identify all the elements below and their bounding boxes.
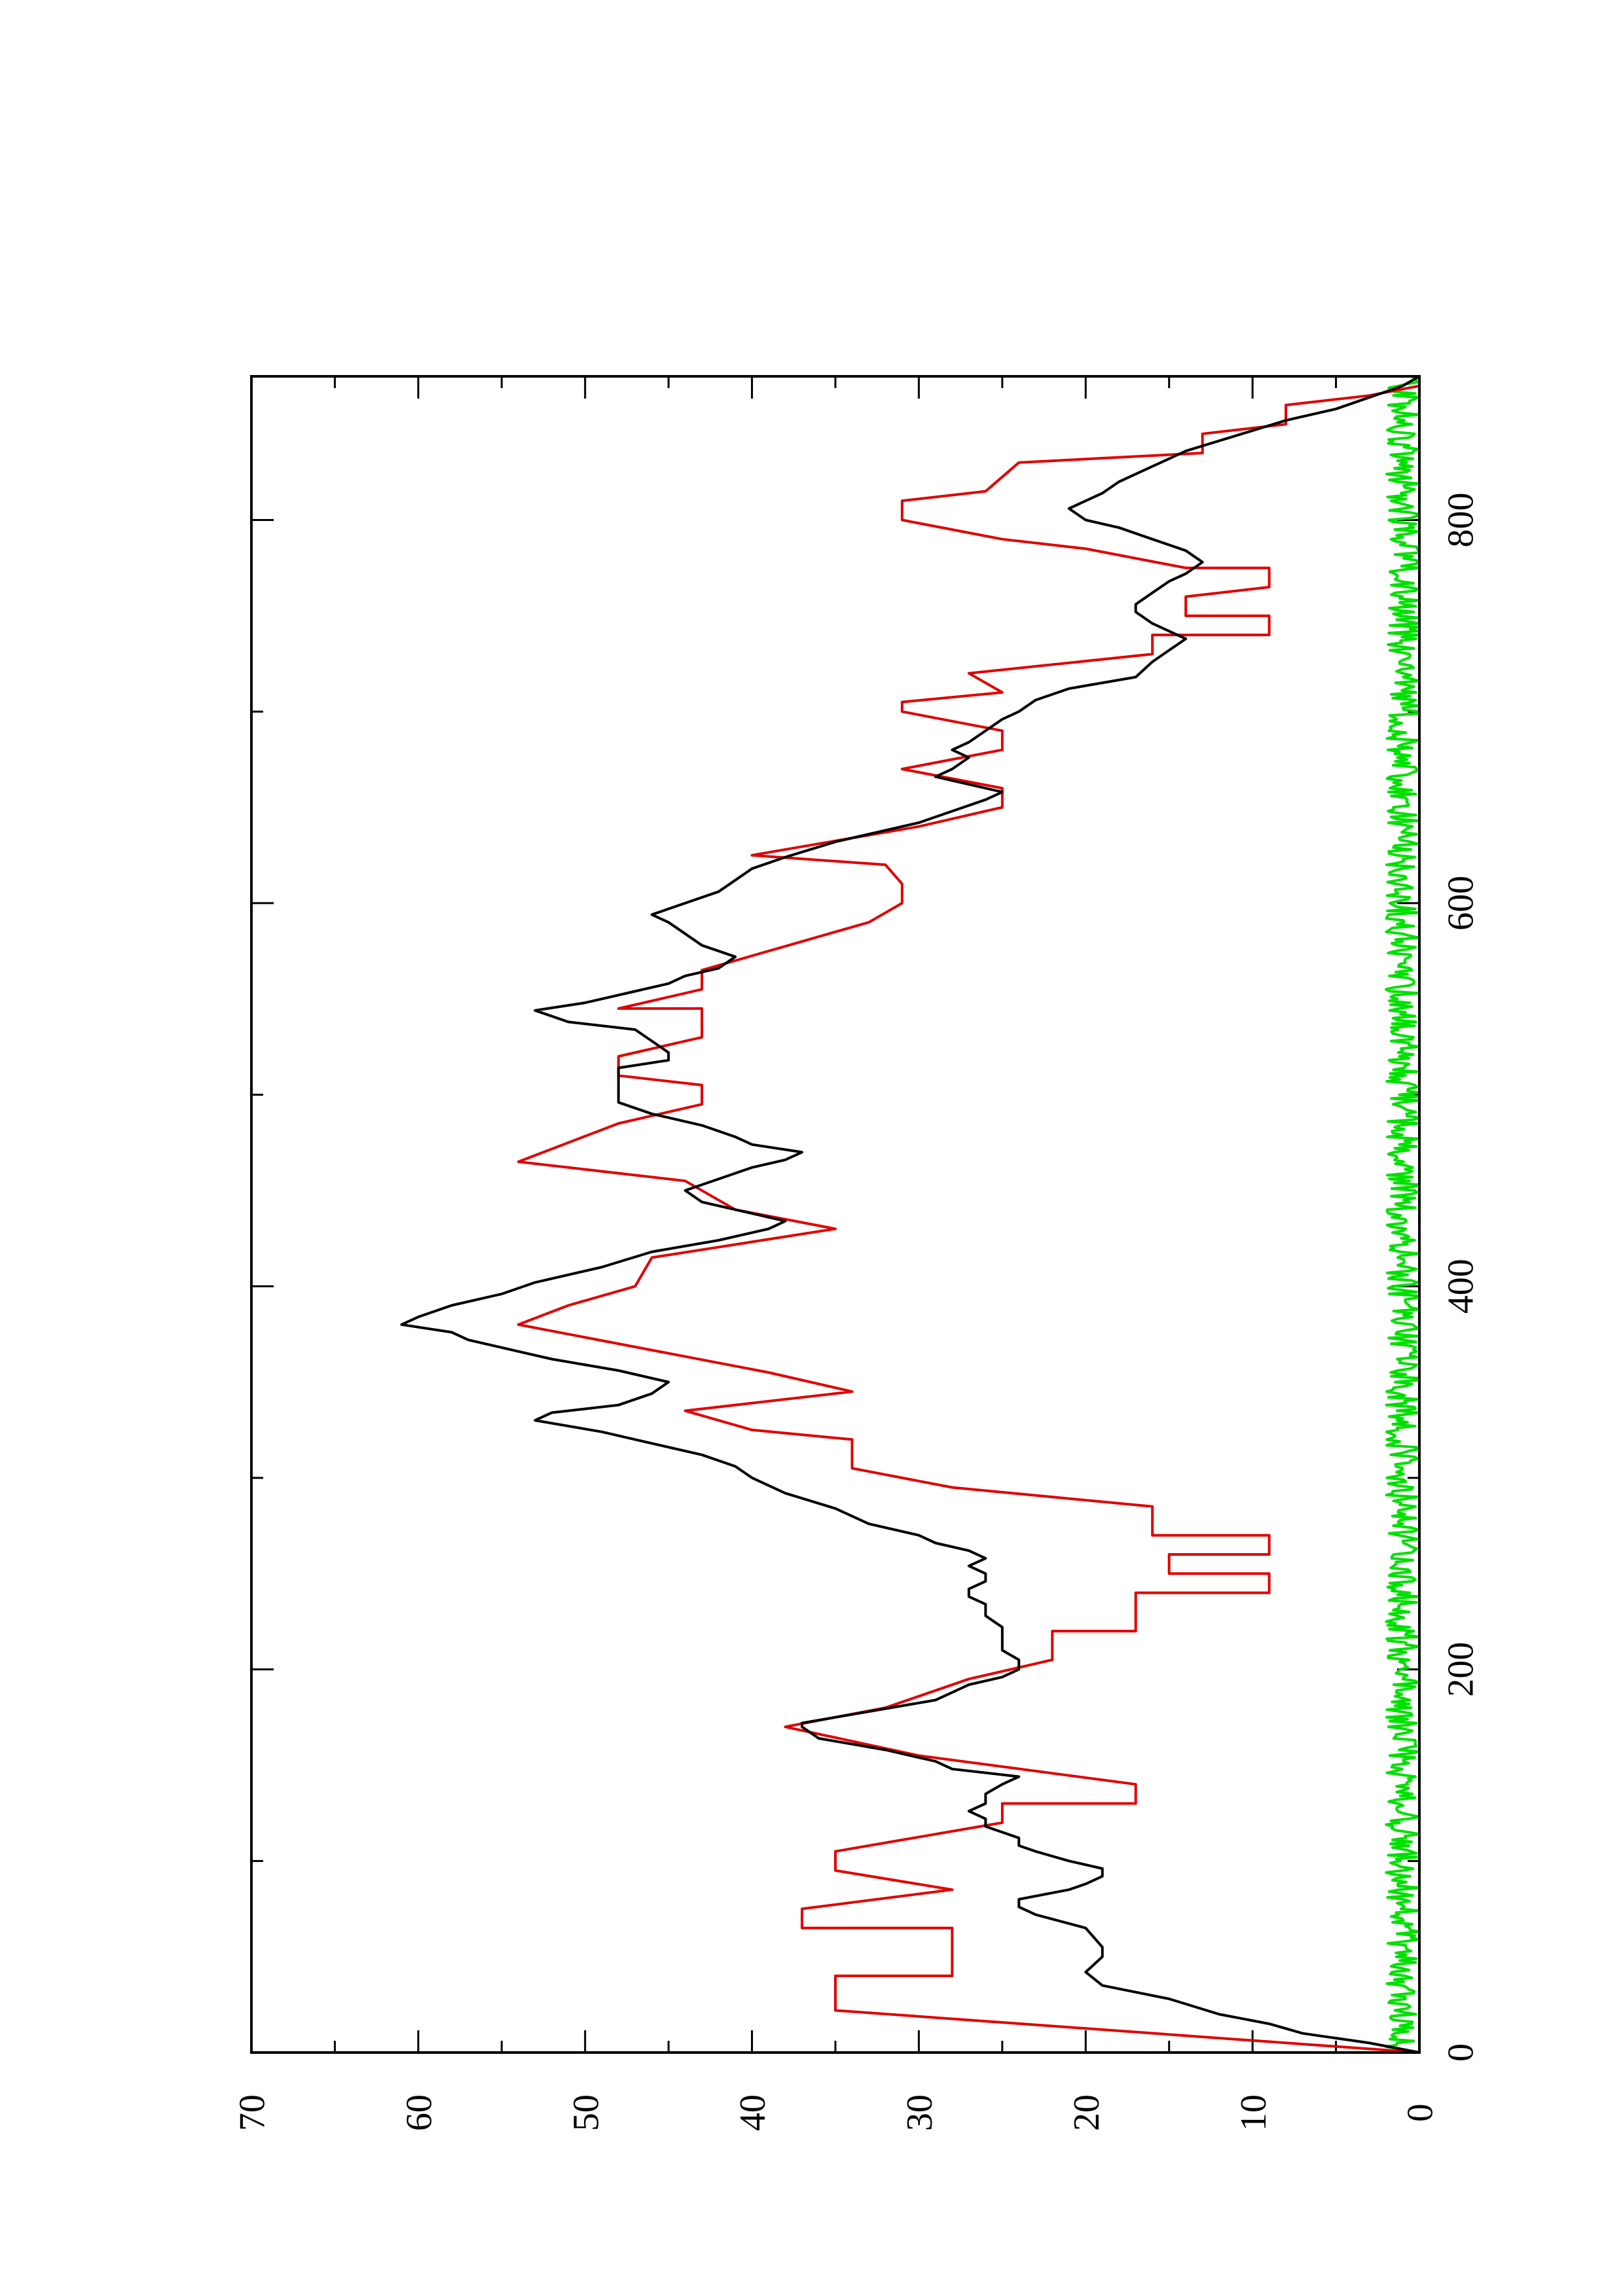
y-tick-label: 70 (232, 2094, 273, 2131)
y-tick-label: 0 (1400, 2104, 1441, 2122)
y-tick-label: 20 (1067, 2094, 1107, 2131)
plot-frame (250, 375, 1421, 2054)
x-tick-label: 200 (1441, 1642, 1482, 1697)
y-tick-label: 60 (399, 2094, 439, 2131)
x-tick-label: 800 (1441, 493, 1482, 548)
x-tick-label: 0 (1441, 2043, 1482, 2062)
y-tick-label: 30 (900, 2094, 940, 2131)
y-tick-label: 40 (733, 2094, 773, 2131)
tick-labels: 0 200 400 600 800 0 10 20 30 40 50 60 70 (232, 493, 1482, 2131)
plot-lines (400, 375, 1421, 2054)
y-tick-label: 10 (1233, 2094, 1274, 2131)
x-tick-label: 600 (1441, 876, 1482, 931)
x-tick-label: 400 (1441, 1259, 1482, 1314)
axis-ticks (250, 376, 1421, 2054)
y-tick-label: 50 (566, 2094, 606, 2131)
series-line-2 (1385, 376, 1421, 2054)
series-line-1 (517, 376, 1421, 2054)
series-line-0 (400, 375, 1420, 2054)
